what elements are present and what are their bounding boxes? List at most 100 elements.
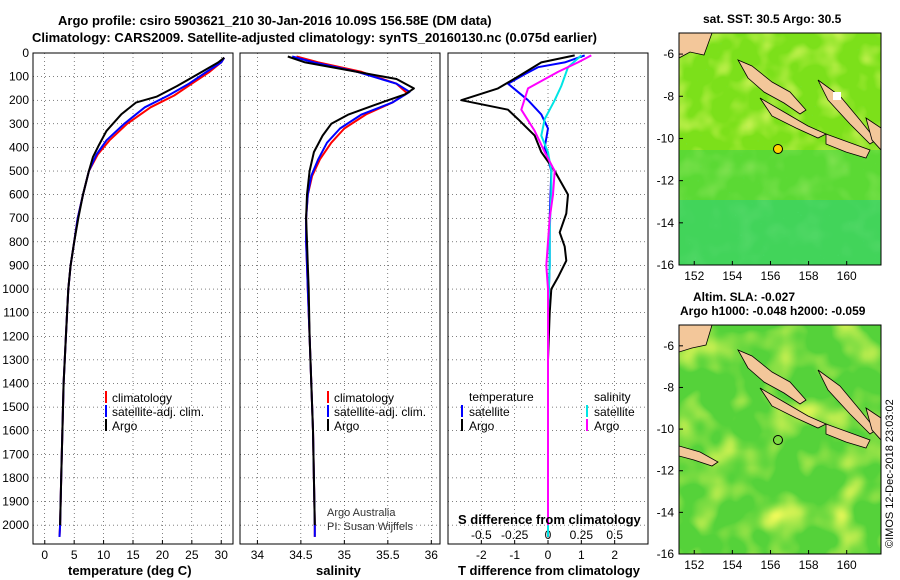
salinity-panel	[239, 52, 441, 545]
map-lat-label: -10	[657, 131, 675, 145]
difference-tick-labels: -2 -1 0 1 2	[476, 540, 618, 562]
series-argo	[287, 55, 415, 526]
sst-missing-data	[833, 92, 841, 100]
depth-tick-label: 2000	[2, 518, 29, 532]
depth-tick-label: 100	[9, 70, 29, 84]
x-tick-label: -2	[476, 548, 487, 562]
legend-argo: Argo	[334, 419, 360, 433]
legend-satellite: satellite-adj. clim.	[112, 405, 204, 419]
salinity-legend: climatology satellite-adj. clim. Argo Ar…	[327, 391, 426, 533]
series-s-argo	[520, 54, 592, 526]
depth-tick-labels: 0 100 200 300 400 500 600 700 800 900 1000 1100 1200…	[2, 46, 29, 532]
sla-map-subtitle: Argo h1000: -0.048 h2000: -0.059	[680, 304, 866, 318]
legend-salinity-title: salinity	[594, 390, 631, 404]
depth-tick-label: 800	[9, 235, 29, 249]
depth-tick-label: 0	[22, 46, 29, 60]
land-bougainville	[679, 325, 713, 353]
x-tick-label: 34	[251, 548, 265, 562]
series-climatology	[58, 57, 226, 537]
land-santa-isabel	[817, 79, 877, 145]
map-lat-label: -10	[657, 422, 675, 436]
temperature-tick-labels: 0 5 10 15 20 25 30	[41, 540, 228, 562]
salinity-gridlines	[240, 52, 440, 544]
x-tick-label: 2	[611, 548, 618, 562]
legend-s-satellite: satellite	[594, 405, 635, 419]
salinity-xlabel: salinity	[316, 563, 362, 578]
sst-map-title: sat. SST: 30.5 Argo: 30.5	[703, 12, 842, 26]
land-new-georgia	[759, 387, 827, 429]
legend-climatology: climatology	[334, 391, 394, 405]
land-malaita	[865, 117, 881, 151]
x-tick-label: -1	[509, 548, 520, 562]
series-t-argo	[460, 54, 575, 526]
x-tick-label: 35	[338, 548, 352, 562]
map-lat-label: -12	[657, 464, 675, 478]
depth-tick-label: 700	[9, 211, 29, 225]
temperature-xlabel: temperature (deg C)	[68, 563, 192, 578]
sla-map-frame	[678, 324, 882, 555]
credit-line-2: PI: Susan Wijffels	[327, 521, 413, 533]
land-guadalcanal	[825, 423, 871, 449]
series-satellite-adj-clim-	[58, 57, 226, 537]
difference-series	[460, 54, 592, 537]
map-lat-label: -6	[663, 47, 674, 61]
map-lon-label: 158	[799, 558, 819, 572]
map-lat-label: -16	[657, 547, 675, 561]
salinity-tick-labels: 34 34.5 35 35.5 36	[251, 540, 439, 562]
credit-line-1: Argo Australia	[327, 507, 396, 519]
depth-tick-label: 1700	[2, 447, 29, 461]
sst-argo-marker	[773, 144, 783, 154]
x-tick-label: 1	[578, 548, 585, 562]
depth-tick-label: 400	[9, 140, 29, 154]
land-santa-isabel	[817, 369, 877, 435]
depth-tick-label: 600	[9, 188, 29, 202]
x-tick-label: 15	[126, 548, 140, 562]
map-lon-label: 160	[837, 269, 857, 283]
footer-timestamp: ©IMOS 12-Dec-2018 23:03:02	[884, 399, 896, 548]
map-lat-label: -8	[663, 89, 674, 103]
land-choiseul	[737, 349, 807, 405]
s-tick-label: -0.25	[501, 528, 529, 542]
title-line-1: Argo profile: csiro 5903621_210 30-Jan-2…	[58, 13, 492, 28]
x-tick-label: 25	[185, 548, 199, 562]
t-difference-xlabel: T difference from climatology	[458, 563, 641, 578]
map-lat-label: -12	[657, 174, 675, 188]
depth-tick-label: 1500	[2, 400, 29, 414]
sla-map-tick-labels: 152 154 156 158 160 -6 -8 -10 -12 -14 -16	[657, 339, 857, 572]
map-lon-label: 158	[799, 269, 819, 283]
depth-tick-label: 1000	[2, 282, 29, 296]
land-guadalcanal	[825, 133, 871, 159]
land-choiseul	[737, 59, 807, 115]
map-lon-label: 154	[722, 269, 742, 283]
s-difference-xlabel: S difference from climatology	[458, 512, 642, 527]
depth-tick-label: 200	[9, 93, 29, 107]
x-tick-label: 0	[41, 548, 48, 562]
map-lon-label: 152	[684, 558, 704, 572]
depth-tick-label: 900	[9, 258, 29, 272]
map-lon-label: 152	[684, 269, 704, 283]
temperature-gridlines	[33, 52, 233, 544]
sst-map	[679, 33, 881, 265]
depth-tick-label: 1400	[2, 376, 29, 390]
x-tick-label: 5	[71, 548, 78, 562]
depth-tick-label: 300	[9, 117, 29, 131]
map-lat-label: -14	[657, 216, 675, 230]
map-lon-label: 156	[760, 558, 780, 572]
land-bougainville	[679, 33, 713, 59]
temperature-series	[58, 56, 226, 537]
x-tick-label: 36	[425, 548, 439, 562]
map-lat-label: -14	[657, 505, 675, 519]
map-lon-label: 160	[837, 558, 857, 572]
s-tick-label: -0.5	[471, 528, 492, 542]
depth-tick-label: 1200	[2, 329, 29, 343]
legend-argo: Argo	[112, 419, 138, 433]
sla-map	[679, 325, 881, 554]
depth-tick-label: 1600	[2, 424, 29, 438]
map-lat-label: -6	[663, 339, 674, 353]
x-tick-label: 34.5	[289, 548, 313, 562]
depth-tick-label: 1100	[3, 306, 29, 320]
legend-t-satellite: satellite	[469, 405, 510, 419]
depth-tick-label: 1800	[2, 471, 29, 485]
land-new-georgia	[759, 97, 827, 139]
